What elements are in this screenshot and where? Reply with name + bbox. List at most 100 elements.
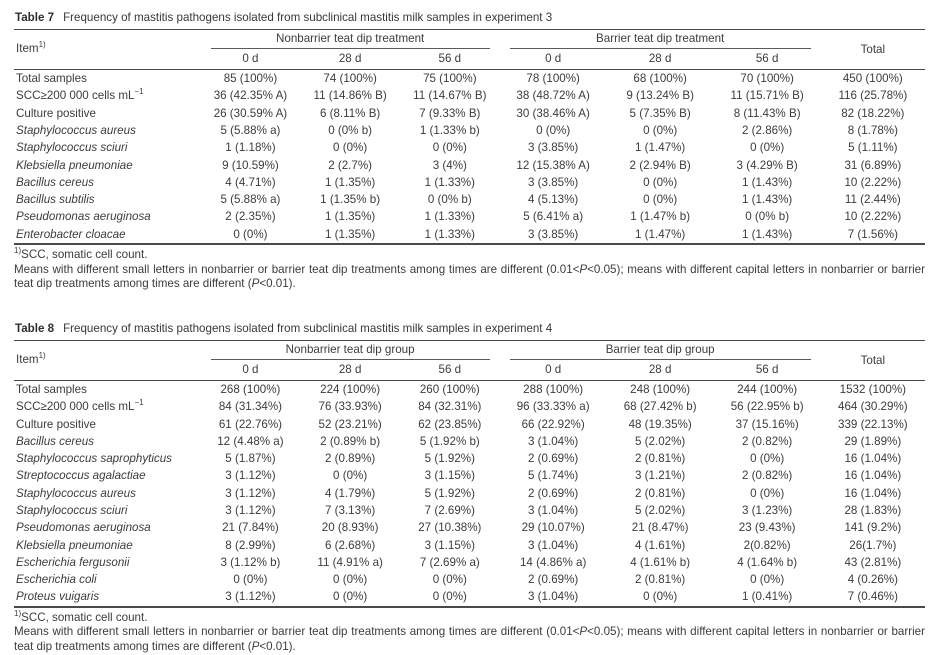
value-cell: 8 (2.99%) (225, 538, 276, 552)
value-cell: 23 (9.43%) (738, 521, 796, 535)
value-cell: 30 (38.46% A) (516, 106, 590, 120)
value-cell: 450 (100%) (842, 72, 903, 86)
value-cell: 8 (11.43% B) (733, 106, 801, 120)
footnote-line: Means with different small letters in no… (14, 625, 925, 654)
table-row: Total samples 85 (100%) 74 (100%) 75 (100%)… (14, 70, 925, 88)
value-cell: 11 (4.91% a) (317, 555, 383, 569)
value-cell: 2 (0.82%) (742, 469, 793, 483)
row-item-label: Proteus vuigaris (16, 590, 100, 604)
value-cell: 3 (1.12%) (225, 504, 276, 518)
value-cell: 9 (13.24% B) (626, 89, 694, 103)
value-cell: 2 (0.89%) (324, 452, 376, 466)
row-item-label: Pseudomonas aeruginosa (16, 210, 151, 224)
value-cell: 0 (0% b) (745, 210, 790, 224)
value-cell: 0 (0%) (333, 590, 368, 604)
column-subheader-day: 0 d (200, 359, 301, 381)
value-cell: 4 (1.61%) (635, 538, 686, 552)
value-cell: 0 (0%) (750, 452, 785, 466)
table-row: Enterobacter cloacae 0 (0%) 1 (1.35%) 1 (1.… (14, 226, 925, 244)
value-cell: 1 (1.33%) (424, 210, 475, 224)
row-item-label: Culture positive (16, 417, 96, 431)
value-cell: 16 (1.04%) (844, 452, 902, 466)
table-row: Bacillus subtilis 5 (5.88% a) 1 (1.35% b) 0… (14, 191, 925, 208)
value-cell: 43 (2.81%) (844, 555, 902, 569)
footnote-line: 1)SCC, somatic cell count. (14, 608, 148, 624)
value-cell: 4 (0.26%) (847, 573, 898, 587)
table-row: Bacillus cereus 12 (4.48% a) 2 (0.89% b) 5 … (14, 433, 925, 450)
value-cell: 3 (4%) (432, 158, 467, 172)
row-item-label: Staphylococcus sciuri (16, 504, 128, 518)
column-subheader-day: 56 d (713, 359, 821, 381)
table-footnotes: 1)SCC, somatic cell count. Means with dif… (14, 246, 925, 292)
value-cell: 1 (1.47% b) (630, 210, 691, 224)
nonbarrier-group-label: Nonbarrier teat dip treatment (210, 30, 490, 49)
value-cell: 37 (15.16%) (735, 417, 799, 431)
value-cell: 5 (6.41% a) (523, 210, 584, 224)
value-cell: 1 (1.43%) (742, 175, 793, 189)
column-header-item: Item1) (14, 29, 201, 70)
table-row: Streptococcus agalactiae 3 (1.12%) 0 (0%) 3… (14, 467, 925, 484)
value-cell: 11 (15.71% B) (730, 89, 804, 103)
value-cell: 1 (1.33% b) (419, 123, 480, 137)
value-cell: 12 (15.38% A) (516, 158, 590, 172)
table-header: Item1) Nonbarrier teat dip group Barrier… (14, 340, 925, 381)
row-item-label: Enterobacter cloacae (16, 227, 126, 241)
value-cell: 2 (0.81%) (635, 452, 686, 466)
table-row: Klebsiella pneumoniae 8 (2.99%) 6 (2.68%) 3… (14, 537, 925, 554)
value-cell: 2 (0.82%) (742, 434, 793, 448)
column-header-item: Item1) (14, 340, 201, 381)
value-cell: 5 (1.74%) (528, 469, 579, 483)
value-cell: 4 (1.64% b) (737, 555, 798, 569)
value-cell: 260 (100%) (419, 383, 480, 397)
column-subheader-day: 28 d (606, 359, 714, 381)
table-body: Total samples 268 (100%) 224 (100%) 260 (10… (14, 380, 925, 606)
value-cell: 11 (14.67% B) (413, 89, 487, 103)
value-cell: 21 (7.84%) (222, 521, 279, 535)
row-item-label: Staphylococcus sciuri (16, 141, 128, 155)
row-item-label: Culture positive (16, 106, 96, 120)
row-item-label: Klebsiella pneumoniae (16, 538, 133, 552)
value-cell: 7 (1.56%) (847, 227, 898, 241)
group-header-row: Item1) Nonbarrier teat dip treatment Bar… (14, 29, 925, 70)
value-cell: 8 (1.78%) (847, 123, 898, 137)
value-cell: 7 (3.13%) (324, 504, 376, 518)
value-cell: 1 (1.35%) (324, 227, 376, 241)
value-cell: 3 (1.12%) (225, 469, 276, 483)
value-cell: 29 (10.07%) (521, 521, 585, 535)
table-caption-text: Frequency of mastitis pathogens isolated… (63, 321, 553, 335)
value-cell: 288 (100%) (523, 383, 584, 397)
row-item-label: Bacillus subtilis (16, 193, 95, 207)
value-cell: 5 (1.11%) (848, 141, 898, 155)
value-cell: 5 (5.88% a) (220, 193, 281, 207)
column-subheader-day: 28 d (300, 359, 400, 381)
value-cell: 84 (32.31%) (418, 400, 482, 414)
value-cell: 1 (1.35%) (324, 175, 376, 189)
value-cell: 116 (25.78%) (838, 89, 908, 103)
value-cell: 244 (100%) (737, 383, 798, 397)
value-cell: 0 (0%) (643, 193, 678, 207)
value-cell: 4 (5.13%) (528, 193, 579, 207)
row-item-label: Staphylococcus aureus (16, 486, 136, 500)
table-row: Culture positive 26 (30.59% A) 6 (8.11% B)… (14, 105, 925, 122)
column-header-barrier-group: Barrier teat dip group (500, 340, 821, 360)
value-cell: 5 (5.88% a) (220, 123, 281, 137)
value-cell: 38 (48.72% A) (516, 89, 590, 103)
table-row: Pseudomonas aeruginosa 2 (2.35%) 1 (1.35%)… (14, 208, 925, 225)
value-cell: 85 (100%) (223, 72, 278, 86)
value-cell: 2 (0.81%) (635, 573, 686, 587)
table-label: Table 7 (15, 11, 55, 24)
value-cell: 1 (1.43%) (742, 193, 793, 207)
value-cell: 339 (22.13%) (838, 417, 908, 431)
row-item-label: Bacillus cereus (16, 175, 94, 189)
table-row: Proteus vuigaris 3 (1.12%) 0 (0%) 0 (0%) 3 (… (14, 588, 925, 606)
table-caption-text: Frequency of mastitis pathogens isolated… (63, 11, 553, 24)
value-cell: 29 (1.89%) (844, 434, 902, 448)
table-row: Staphylococcus saprophyticus 5 (1.87%) 2 (… (14, 450, 925, 467)
value-cell: 9 (10.59%) (222, 158, 279, 172)
table-row: Total samples 268 (100%) 224 (100%) 260 (10… (14, 380, 925, 398)
value-cell: 4 (1.61% b) (630, 555, 691, 569)
value-cell: 3 (3.85%) (528, 141, 579, 155)
table-section: Table 7 Frequency of mastitis pathogens i… (14, 11, 925, 292)
